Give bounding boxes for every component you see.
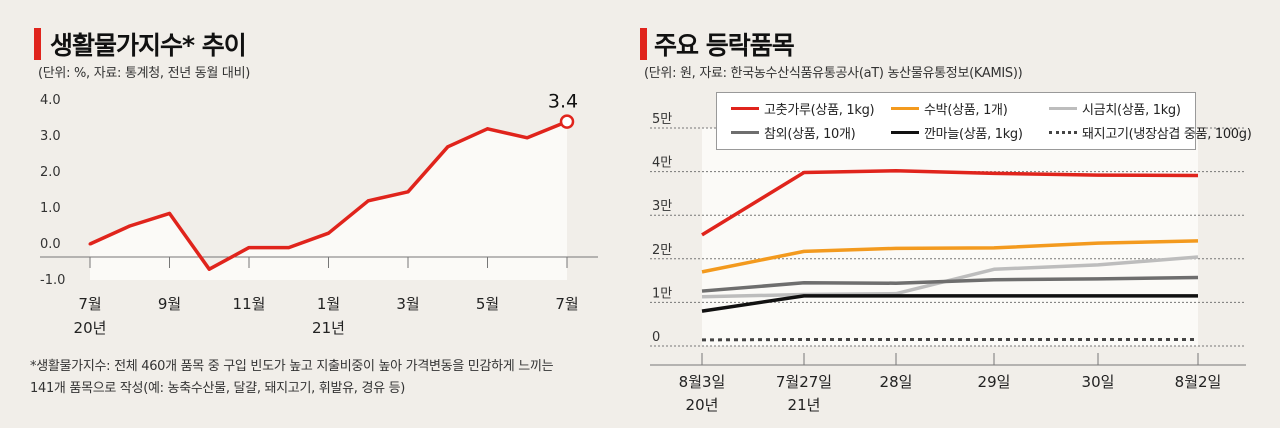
legend-item: 참외(상품, 10개) [731,123,856,142]
y-tick-label: 4.0 [40,93,61,108]
legend-label: 참외(상품, 10개) [764,127,856,142]
y-tick-label: 5만 [652,112,672,127]
price-line-chart: 5만 4만 3만 2만 1만 0 8월3일 20년 7월27일 21년 28일 29일 30일 8월2일 [650,112,1246,414]
series-line [701,239,1199,274]
series-line [701,294,1198,313]
chart-title: 주요 등락품목 [654,31,795,60]
legend-swatch [731,131,759,134]
left-chart-panel: 생활물가지수* 추이 (단위: %, 자료: 통계청, 전년 동월 대비) 4.… [0,0,620,428]
data-point [525,136,529,140]
title-accent-bar [34,28,41,60]
legend-item: 고춧가루(상품, 1kg) [731,99,875,118]
x-tick-label: 1월 [317,295,340,313]
cpi-area-chart: 4.0 3.0 2.0 1.0 0.0 -1.0 7월 20년 9월 11월 1월 21년 3월 5월 7월… [40,91,598,337]
legend-label: 시금치(상품, 1kg) [1082,103,1181,118]
x-tick-label: 8월2일 [1175,373,1222,391]
x-tick-label: 21년 [312,319,345,337]
x-tick-label: 8월3일 [679,373,726,391]
y-tick-label: 0.0 [40,237,61,252]
chart-subtitle: (단위: 원, 자료: 한국농수산식품유통공사(aT) 농산물유통정보(KAMI… [644,66,1023,81]
legend-label: 수박(상품, 1개) [924,103,1008,118]
y-tick-label: 1.0 [40,201,61,216]
data-point [486,127,489,131]
data-point [406,190,410,194]
data-point [168,211,171,215]
title-accent-bar [640,28,647,60]
y-tick-label: 0 [652,330,660,345]
footnote: *생활물가지수: 전체 460개 품목 중 구입 빈도가 높고 지출비중이 높아… [30,356,620,400]
legend-item: 시금치(상품, 1kg) [1049,99,1181,118]
legend-label: 돼지고기(냉장삼겹 중품, 100g) [1082,127,1252,142]
y-tick-label: 2.0 [40,165,61,180]
x-tick-label: 28일 [880,373,913,391]
legend-swatch [891,107,919,110]
data-point [128,224,132,228]
legend-item: 수박(상품, 1개) [891,99,1008,118]
x-tick-label: 21년 [788,396,821,414]
legend-swatch [731,107,759,110]
footnote-line: 141개 품목으로 작성(예: 농축수산물, 달걀, 돼지고기, 휘발유, 경유… [30,381,406,396]
series-line [701,168,1199,237]
x-tick-label: 7월27일 [776,373,832,391]
y-tick-label: 3만 [652,199,672,214]
x-tick-label: 11월 [233,295,266,313]
legend-label: 깐마늘(상품, 1kg) [924,127,1023,142]
data-point [446,145,450,149]
y-tick-label: 3.0 [40,129,61,144]
data-point [207,267,211,271]
x-tick-label: 9월 [158,295,181,313]
data-label: 3.4 [548,91,578,113]
legend-label: 고춧가루(상품, 1kg) [764,103,875,118]
x-tick-label: 7월 [555,295,578,313]
legend-item: 깐마늘(상품, 1kg) [891,123,1023,142]
y-tick-label: 2만 [652,243,672,258]
x-tick-label: 5월 [476,295,499,313]
series-line [701,275,1199,293]
x-tick-label: 30일 [1082,373,1115,391]
x-tick-label: 7월 [78,295,101,313]
x-tick-label: 20년 [74,319,107,337]
right-chart-panel: 주요 등락품목 (단위: 원, 자료: 한국농수산식품유통공사(aT) 농산물유… [636,0,1280,428]
chart-legend: 고춧가루(상품, 1kg) 수박(상품, 1개) 시금치(상품, 1kg) 참외(상품… [716,92,1252,150]
y-tick-label: -1.0 [40,273,65,288]
last-point-marker [559,114,575,129]
y-tick-label: 1만 [652,286,672,301]
x-tick-label: 3월 [396,295,419,313]
chart-title: 생활물가지수* 추이 [50,31,247,60]
y-tick-label: 4만 [652,156,672,171]
footnote-line: *생활물가지수: 전체 460개 품목 중 구입 빈도가 높고 지출비중이 높아… [30,359,554,374]
x-tick-label: 29일 [978,373,1011,391]
data-point [366,199,370,203]
data-point [287,246,291,250]
legend-swatch [1049,107,1077,110]
legend-swatch [891,131,919,134]
x-tick-label: 20년 [686,396,719,414]
plot-area [702,128,1198,346]
data-point [88,242,92,246]
legend-item: 돼지고기(냉장삼겹 중품, 100g) [1049,123,1252,142]
data-point [247,246,251,250]
area-fill [90,121,567,280]
chart-subtitle: (단위: %, 자료: 통계청, 전년 동월 대비) [38,66,250,81]
data-point [327,231,330,235]
legend-swatch [1049,131,1077,134]
